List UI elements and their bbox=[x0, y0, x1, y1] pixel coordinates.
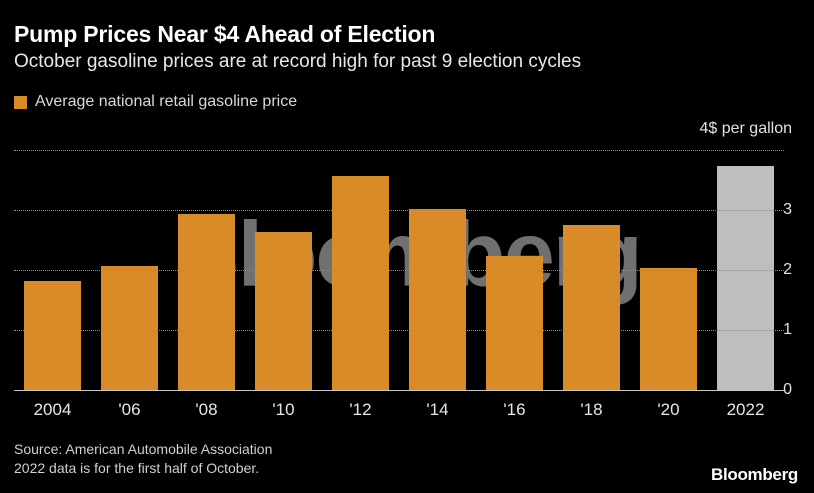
x-tick-label: '14 bbox=[426, 400, 449, 419]
gridline bbox=[14, 330, 784, 331]
chart-subtitle: October gasoline prices are at record hi… bbox=[14, 51, 582, 72]
bloomberg-watermark: Bloomberg bbox=[173, 203, 643, 306]
bar-2004[interactable] bbox=[23, 280, 82, 390]
bar-06[interactable] bbox=[100, 266, 159, 390]
bar-08[interactable] bbox=[177, 214, 236, 390]
bar-20[interactable] bbox=[639, 268, 698, 390]
y-tick-label: 2 bbox=[783, 261, 792, 278]
bar-12[interactable] bbox=[331, 176, 390, 390]
bar-14[interactable] bbox=[408, 208, 467, 390]
x-tick-label: '18 bbox=[580, 400, 603, 419]
y-axis-unit-label: 4$ per gallon bbox=[699, 120, 792, 137]
x-tick-label: '16 bbox=[503, 400, 526, 419]
y-tick-label: 1 bbox=[783, 321, 792, 338]
x-axis-line bbox=[14, 390, 784, 391]
chart-title: Pump Prices Near $4 Ahead of Election bbox=[14, 21, 436, 47]
bar-2022[interactable] bbox=[716, 166, 775, 390]
chart-legend: Average national retail gasoline price bbox=[14, 94, 297, 110]
gridline bbox=[14, 270, 784, 271]
bar-18[interactable] bbox=[562, 225, 621, 390]
bar-group bbox=[14, 150, 784, 390]
y-tick-label: 3 bbox=[783, 201, 792, 218]
bar-10[interactable] bbox=[254, 231, 313, 390]
x-tick-label: '20 bbox=[657, 400, 680, 419]
bar-16[interactable] bbox=[485, 256, 544, 390]
x-tick-label: 2022 bbox=[726, 400, 765, 419]
chart-footer: Source: American Automobile Association … bbox=[14, 440, 272, 478]
chart-header: Pump Prices Near $4 Ahead of Election Oc… bbox=[14, 20, 800, 74]
bloomberg-brand-logo: Bloomberg bbox=[710, 465, 798, 484]
y-tick-label: 0 bbox=[783, 381, 792, 398]
footer-source: Source: American Automobile Association bbox=[14, 441, 273, 457]
footer-note: 2022 data is for the first half of Octob… bbox=[14, 460, 260, 476]
gridline bbox=[14, 210, 784, 211]
gridline bbox=[14, 390, 784, 391]
x-tick-label: '10 bbox=[272, 400, 295, 419]
x-tick-label: 2004 bbox=[33, 400, 72, 419]
legend-item-label: Average national retail gasoline price bbox=[35, 93, 298, 110]
gridline bbox=[14, 150, 784, 151]
x-tick-label: '06 bbox=[118, 400, 141, 419]
legend-swatch-icon bbox=[14, 95, 27, 109]
plot-canvas bbox=[14, 150, 784, 391]
x-tick-label: '12 bbox=[349, 400, 372, 419]
x-axis-labels: 2004 '06 '08 '10 '12 '14 '16 '18 '20 2022 bbox=[14, 398, 784, 424]
x-tick-label: '08 bbox=[195, 400, 218, 419]
